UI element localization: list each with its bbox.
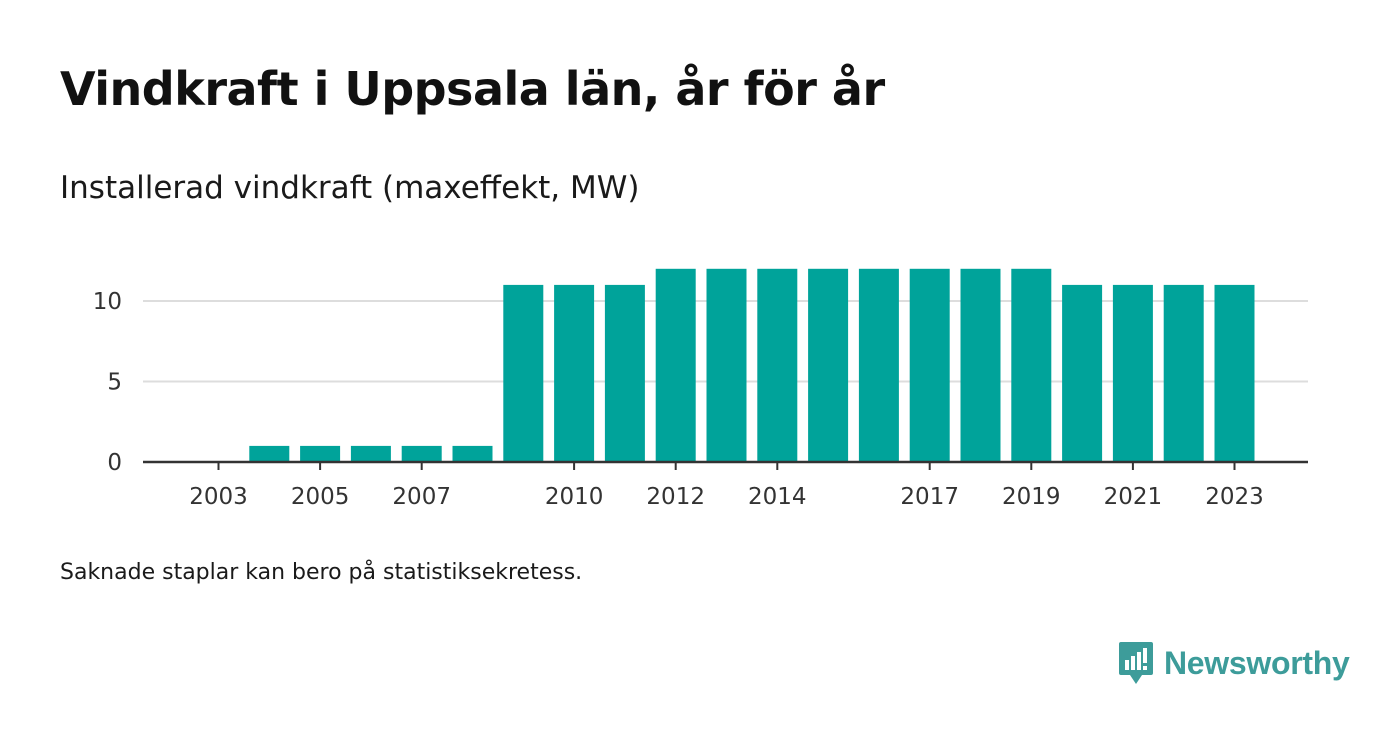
x-tick-label-2003: 2003 xyxy=(189,484,248,510)
bar-2007 xyxy=(401,445,442,462)
footnote: Saknade staplar kan bero på statistiksek… xyxy=(60,560,583,585)
bar-2014 xyxy=(757,268,798,462)
x-tick-labels: 2003 2005 2007 2010 2012 2014 2017 2019 2021 2023 xyxy=(189,484,1264,510)
x-tick-label-2012: 2012 xyxy=(646,484,705,510)
bar-chart: 0 5 10 2003 2005 2007 2010 2012 2014 2017 2019 202… xyxy=(93,268,1308,510)
x-tick-label-2021: 2021 xyxy=(1104,484,1163,510)
x-tick-label-2023: 2023 xyxy=(1205,484,1264,510)
bar-2021 xyxy=(1112,284,1153,462)
chart-title: Vindkraft i Uppsala län, år för år xyxy=(60,62,885,116)
brand-logo[interactable]: Newsworthy xyxy=(1118,640,1350,686)
bars xyxy=(249,268,1255,462)
bar-2006 xyxy=(350,445,391,462)
x-tick-label-2019: 2019 xyxy=(1002,484,1061,510)
bar-2020 xyxy=(1062,284,1103,462)
y-tick-label-0: 0 xyxy=(107,450,122,476)
y-tick-label-10: 10 xyxy=(93,289,122,315)
bar-2023 xyxy=(1214,284,1255,462)
x-tick-label-2017: 2017 xyxy=(900,484,959,510)
newsworthy-logo-icon xyxy=(1119,642,1153,684)
y-tick-labels: 0 5 10 xyxy=(93,289,122,476)
chart-subtitle: Installerad vindkraft (maxeffekt, MW) xyxy=(60,170,640,206)
bar-2016 xyxy=(858,268,899,462)
bar-2015 xyxy=(808,268,849,462)
brand-name: Newsworthy xyxy=(1164,644,1350,681)
x-tick-label-2005: 2005 xyxy=(291,484,350,510)
bar-2005 xyxy=(300,445,341,462)
bar-2004 xyxy=(249,445,290,462)
bar-2010 xyxy=(554,284,595,462)
x-tick-label-2010: 2010 xyxy=(545,484,604,510)
bar-2018 xyxy=(960,268,1001,462)
bar-2013 xyxy=(706,268,747,462)
bar-2008 xyxy=(452,445,493,462)
bar-2022 xyxy=(1163,284,1204,462)
bar-2011 xyxy=(604,284,645,462)
bar-2017 xyxy=(909,268,950,462)
bar-2019 xyxy=(1011,268,1052,462)
y-tick-label-5: 5 xyxy=(107,370,122,396)
x-tick-label-2014: 2014 xyxy=(748,484,807,510)
bar-2009 xyxy=(503,284,544,462)
x-axis xyxy=(143,460,1308,470)
x-tick-label-2007: 2007 xyxy=(392,484,451,510)
bar-2012 xyxy=(655,268,696,462)
